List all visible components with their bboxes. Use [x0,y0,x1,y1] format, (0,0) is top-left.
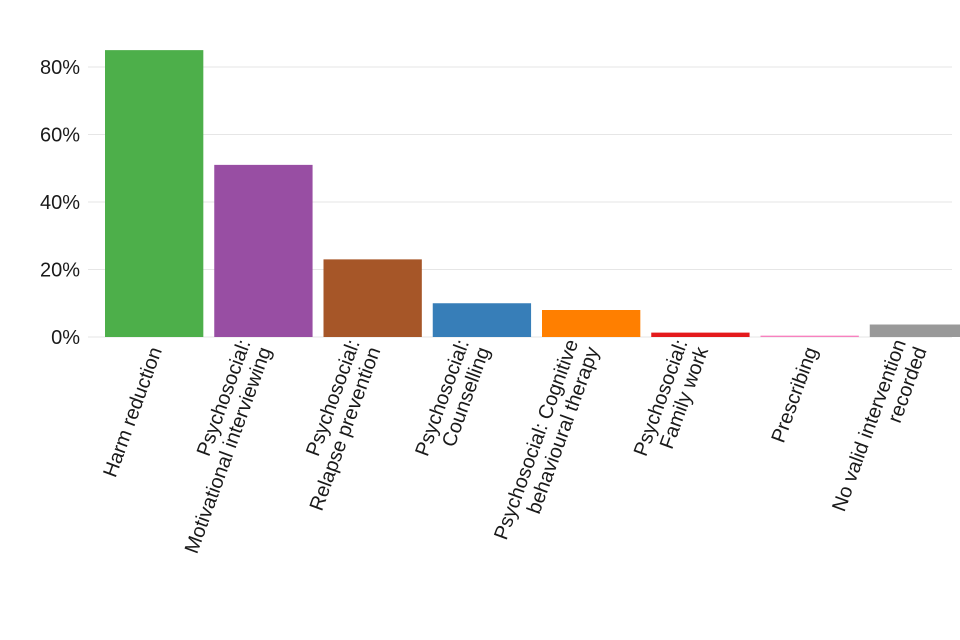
y-tick-label: 0% [51,327,80,349]
x-axis-tick-labels: Harm reduction Psychosocial:Motivational … [99,337,931,557]
x-tick-label: Psychosocial:Counselling [411,337,494,459]
x-tick-label-line: Prescribing [767,344,822,446]
bar [869,324,960,337]
y-axis-tick-labels: 0% 20% 40% 60% 80% [40,57,80,349]
x-tick-label: Harm reduction [99,344,166,480]
bar [542,310,641,337]
bars [105,50,960,337]
bar [432,303,532,337]
y-tick-label: 20% [40,260,80,282]
y-tick-label: 80% [40,57,80,79]
y-tick-label: 40% [40,192,80,214]
bar [651,332,750,337]
x-tick-label: Prescribing [767,344,822,446]
x-tick-label-line: Harm reduction [99,344,166,480]
x-tick-label: Psychosocial:Family work [630,337,714,459]
bar [214,164,313,337]
y-tick-label: 60% [40,125,80,147]
x-tick-label: Psychosocial:Relapse prevention [302,337,385,514]
bar [105,50,204,337]
bar [760,335,859,337]
x-tick-label-line: No valid intervention [828,337,911,515]
bar [323,259,422,337]
x-tick-label: Psychosocial:Motivational interviewing [181,337,276,557]
